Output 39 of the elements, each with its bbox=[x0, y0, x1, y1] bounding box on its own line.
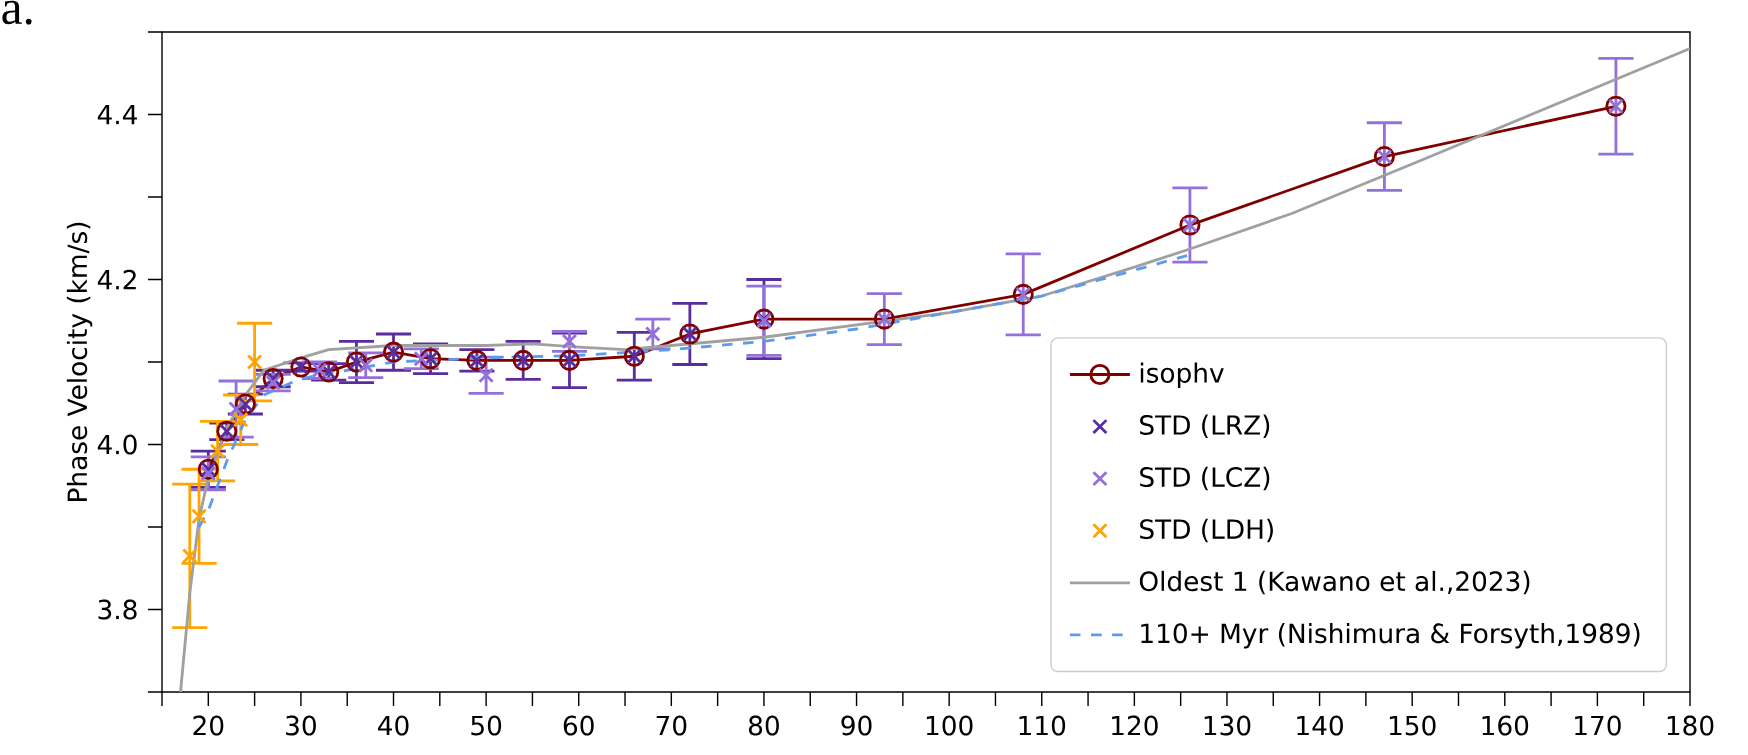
y-axis-title: Phase Velocity (km/s) bbox=[66, 222, 93, 501]
y-tick-label: 4.0 bbox=[97, 434, 137, 455]
x-tick-label: 130 bbox=[1204, 715, 1251, 736]
legend-label: 110+ Myr (Nishimura & Forsyth,1989) bbox=[1141, 622, 1640, 649]
x-tick-label: 40 bbox=[378, 715, 409, 736]
point bbox=[311, 362, 328, 379]
legend-label: Oldest 1 (Kawano et al.,2023) bbox=[1139, 570, 1530, 595]
point bbox=[357, 357, 374, 374]
x-tick-label: 70 bbox=[656, 715, 687, 736]
point bbox=[478, 367, 494, 384]
point bbox=[232, 411, 249, 428]
x-tick-label: 180 bbox=[1667, 715, 1714, 736]
point bbox=[246, 354, 263, 370]
y-tick-label: 3.8 bbox=[98, 599, 137, 620]
point bbox=[191, 508, 207, 525]
x-tick-label: 150 bbox=[1389, 715, 1436, 736]
x-tick-label: 80 bbox=[748, 715, 779, 736]
point bbox=[413, 350, 430, 367]
x-tick-label: 170 bbox=[1575, 715, 1621, 736]
x-tick-label: 60 bbox=[563, 715, 594, 736]
legend-label: STD (LDH) bbox=[1140, 518, 1273, 543]
x-tick-label: 110 bbox=[1019, 715, 1066, 736]
x-tick-label: 160 bbox=[1482, 715, 1529, 736]
x-tick-label: 100 bbox=[926, 715, 973, 736]
x-tick-label: 30 bbox=[286, 715, 316, 736]
point bbox=[644, 326, 661, 342]
x-tick-label: 90 bbox=[841, 715, 872, 736]
point bbox=[561, 333, 578, 350]
x-tick-label: 140 bbox=[1297, 715, 1343, 736]
y-tick-label: 4.2 bbox=[97, 269, 136, 290]
legend-label: isophv bbox=[1140, 362, 1224, 388]
legend-label: STD (LRZ) bbox=[1140, 414, 1270, 439]
legend-label: STD (LCZ) bbox=[1140, 466, 1270, 491]
x-tick-label: 20 bbox=[193, 715, 224, 736]
x-tick-label: 50 bbox=[471, 715, 502, 736]
y-tick-label: 4.4 bbox=[97, 104, 137, 125]
point bbox=[209, 443, 226, 459]
text: a. bbox=[2, 0, 32, 25]
x-tick-label: 120 bbox=[1112, 715, 1158, 736]
